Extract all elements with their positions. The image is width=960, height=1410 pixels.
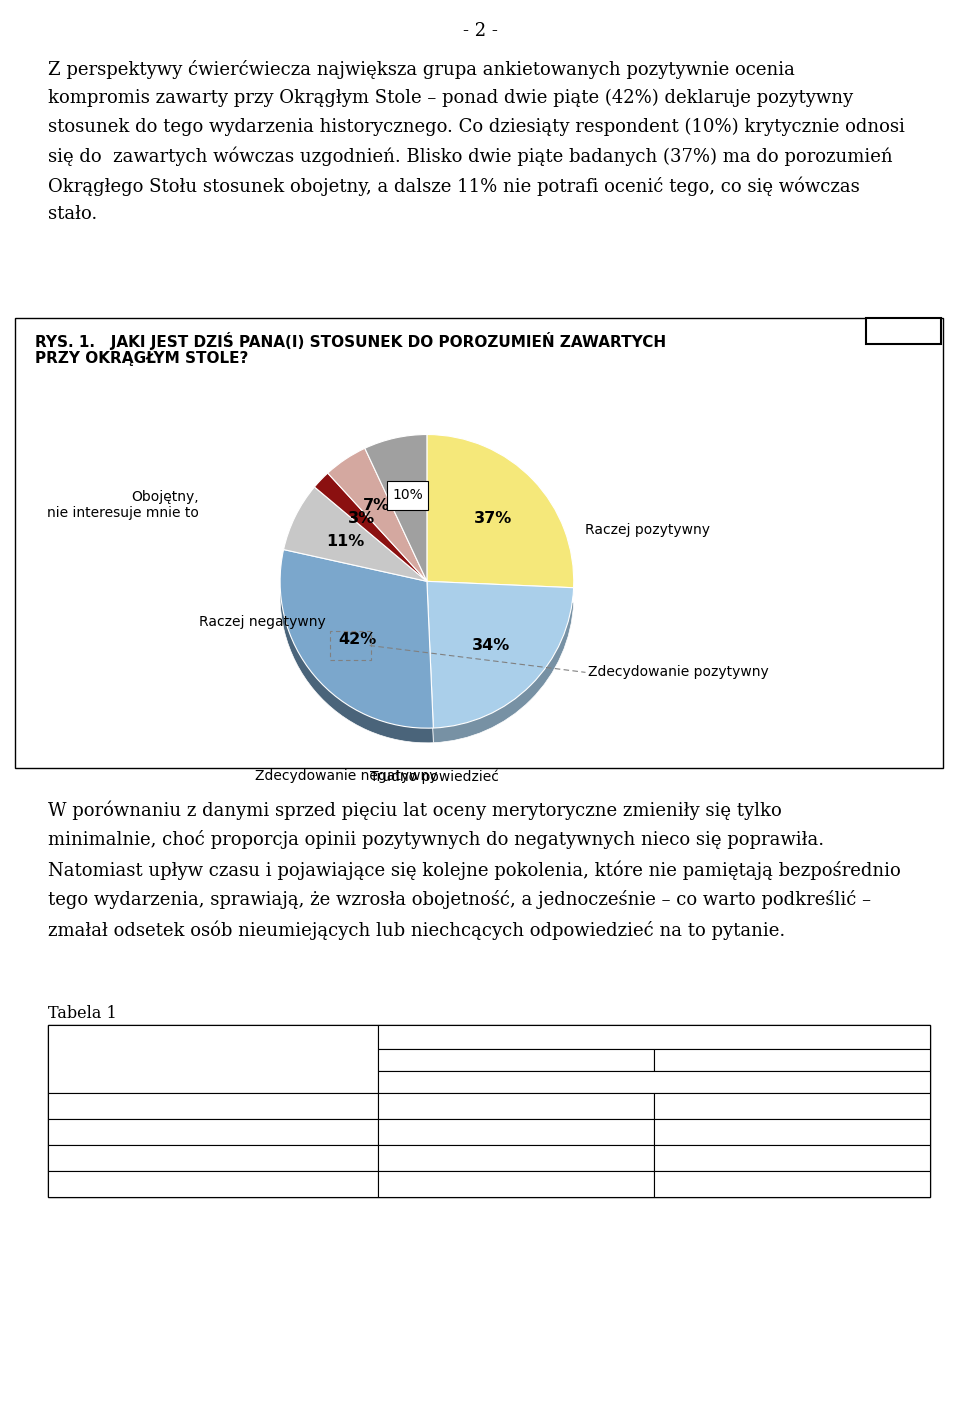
Text: Obojętny,
nie interesuje mnie to: Obojętny, nie interesuje mnie to bbox=[47, 489, 200, 520]
Text: 37%: 37% bbox=[473, 510, 512, 526]
Wedge shape bbox=[427, 581, 574, 728]
Text: 10%: 10% bbox=[388, 485, 426, 501]
Bar bbox=[48, 1170, 378, 1197]
Text: RYS. 1.   JAKI JEST DZIŚ PANA(I) STOSUNEK DO POROZUMIEŃ ZAWARTYCH: RYS. 1. JAKI JEST DZIŚ PANA(I) STOSUNEK … bbox=[35, 331, 666, 350]
Text: Trudno powiedzieć: Trudno powiedzieć bbox=[142, 1176, 284, 1191]
Bar bbox=[378, 1093, 654, 1120]
Text: PRZY OKRĄGŁYM STOLE?: PRZY OKRĄGŁYM STOLE? bbox=[35, 351, 249, 367]
Bar bbox=[654, 1170, 930, 1197]
Text: zmałał odsetek osób nieumiejących lub niechcących odpowiedzieć na to pytanie.: zmałał odsetek osób nieumiejących lub ni… bbox=[48, 919, 785, 939]
Text: kompromis zawarty przy Okrągłym Stole – ponad dwie piąte (42%) deklaruje pozytyw: kompromis zawarty przy Okrągłym Stole – … bbox=[48, 89, 853, 107]
Bar bbox=[48, 1093, 378, 1120]
Text: stosunek do tego wydarzenia historycznego. Co dziesiąty respondent (10%) krytycz: stosunek do tego wydarzenia historyczneg… bbox=[48, 118, 905, 137]
Text: Jaki jest dziś Pana(i) stosunek do porozumień
zawartych przy Okrągłym Stole?: Jaki jest dziś Pana(i) stosunek do poroz… bbox=[56, 1034, 375, 1065]
Bar bbox=[654, 1049, 930, 1072]
Bar bbox=[48, 1025, 930, 1197]
Text: minimalnie, choć proporcja opinii pozytywnych do negatywnych nieco się poprawiła: minimalnie, choć proporcja opinii pozyty… bbox=[48, 830, 824, 849]
Text: - 2 -: - 2 - bbox=[463, 23, 497, 39]
Text: Zdecydowanie negatywny: Zdecydowanie negatywny bbox=[255, 770, 438, 784]
Text: I 2014: I 2014 bbox=[770, 1052, 814, 1066]
Text: tego wydarzenia, sprawiają, że wzrosła obojetność, a jednocześnie – co warto pod: tego wydarzenia, sprawiają, że wzrosła o… bbox=[48, 890, 871, 909]
Bar bbox=[48, 1120, 378, 1145]
Wedge shape bbox=[280, 550, 433, 728]
Text: Obojetny, nie interesuje mnie to: Obojetny, nie interesuje mnie to bbox=[56, 1124, 294, 1138]
Text: 11%: 11% bbox=[326, 533, 365, 548]
Bar bbox=[378, 1145, 654, 1170]
Text: Natomiast upływ czasu i pojawiające się kolejne pokolenia, które nie pamiętają b: Natomiast upływ czasu i pojawiające się … bbox=[48, 860, 900, 880]
Text: 31: 31 bbox=[507, 1124, 525, 1138]
Text: I 2009: I 2009 bbox=[493, 1052, 539, 1066]
Bar bbox=[654, 1120, 930, 1145]
Text: 34%: 34% bbox=[472, 639, 511, 653]
Text: 42%: 42% bbox=[338, 632, 376, 647]
Text: 12: 12 bbox=[507, 1151, 525, 1165]
Text: Negatywny: Negatywny bbox=[56, 1151, 140, 1165]
Text: 7%: 7% bbox=[363, 498, 390, 513]
Text: 41: 41 bbox=[507, 1098, 525, 1112]
Bar bbox=[48, 1145, 378, 1170]
Text: Okrągłego Stołu stosunek obojetny, a dalsze 11% nie potrafi ocenić tego, co się : Okrągłego Stołu stosunek obojetny, a dal… bbox=[48, 176, 860, 196]
Bar bbox=[48, 1025, 378, 1093]
Wedge shape bbox=[327, 448, 427, 581]
Text: W porównaniu z danymi sprzed pięciu lat oceny merytoryczne zmieniły się tylko: W porównaniu z danymi sprzed pięciu lat … bbox=[48, 799, 781, 819]
FancyBboxPatch shape bbox=[387, 481, 428, 510]
Text: w procentach: w procentach bbox=[606, 1074, 702, 1089]
Text: 11: 11 bbox=[782, 1176, 802, 1190]
Text: 3%: 3% bbox=[348, 510, 374, 526]
Wedge shape bbox=[283, 486, 427, 581]
Text: Trudno powiedzieć: Trudno powiedzieć bbox=[370, 770, 498, 784]
Bar bbox=[378, 1025, 930, 1049]
Bar bbox=[378, 1049, 654, 1072]
Text: Z perspektywy ćwierćwiecza największa grupa ankietowanych pozytywnie ocenia: Z perspektywy ćwierćwiecza największa gr… bbox=[48, 61, 795, 79]
Bar bbox=[378, 1170, 654, 1197]
Text: CBOS: CBOS bbox=[881, 323, 926, 338]
Bar bbox=[378, 1072, 930, 1093]
Wedge shape bbox=[427, 596, 574, 743]
Wedge shape bbox=[365, 434, 427, 581]
Text: 42: 42 bbox=[782, 1098, 802, 1112]
Wedge shape bbox=[315, 474, 427, 581]
Text: Raczej pozytywny: Raczej pozytywny bbox=[586, 523, 710, 537]
Text: Zdecydowanie pozytywny: Zdecydowanie pozytywny bbox=[588, 666, 769, 680]
Text: 16: 16 bbox=[507, 1176, 525, 1190]
Text: stało.: stało. bbox=[48, 204, 97, 223]
Bar bbox=[15, 319, 943, 768]
Text: się do  zawartych wówczas uzgodnień. Blisko dwie piąte badanych (37%) ma do poro: się do zawartych wówczas uzgodnień. Blis… bbox=[48, 147, 893, 166]
Bar bbox=[378, 1120, 654, 1145]
Text: 37: 37 bbox=[782, 1124, 802, 1138]
Text: 10%: 10% bbox=[393, 488, 423, 502]
Bar bbox=[866, 319, 941, 344]
Text: 10: 10 bbox=[782, 1151, 802, 1165]
Text: Pozytywny: Pozytywny bbox=[56, 1098, 134, 1112]
Text: Raczej negatywny: Raczej negatywny bbox=[200, 615, 326, 629]
Wedge shape bbox=[280, 564, 433, 743]
Text: Wskazania respondentów według terminów badań: Wskazania respondentów według terminów b… bbox=[476, 1029, 832, 1043]
Bar bbox=[654, 1145, 930, 1170]
Bar bbox=[654, 1093, 930, 1120]
Text: Tabela 1: Tabela 1 bbox=[48, 1005, 117, 1022]
Wedge shape bbox=[427, 434, 574, 588]
